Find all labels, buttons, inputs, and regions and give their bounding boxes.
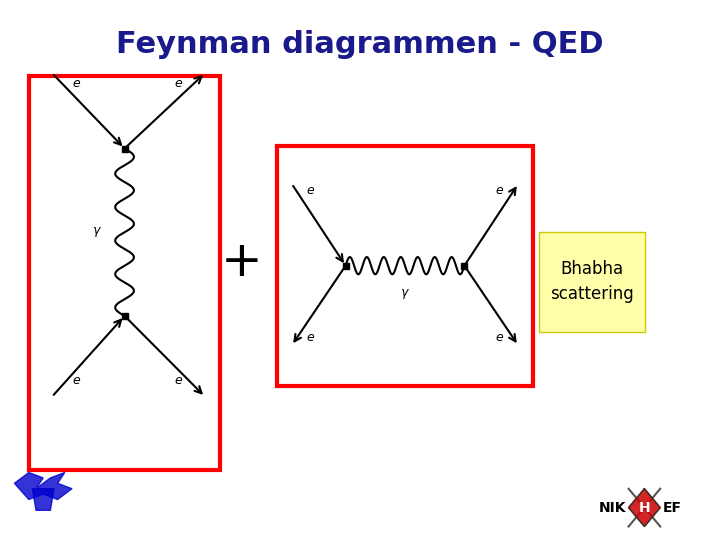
Text: $e$: $e$ — [174, 374, 183, 387]
Polygon shape — [629, 489, 660, 526]
Polygon shape — [32, 489, 54, 510]
Text: H: H — [639, 501, 650, 515]
Text: $e$: $e$ — [495, 184, 504, 197]
Text: $e$: $e$ — [307, 184, 315, 197]
Text: NIK: NIK — [599, 501, 626, 515]
Text: $e$: $e$ — [495, 331, 504, 344]
Bar — [539, 232, 645, 332]
Bar — [29, 76, 220, 470]
Text: Feynman diagrammen - QED: Feynman diagrammen - QED — [116, 30, 604, 59]
Text: $\gamma$: $\gamma$ — [400, 287, 410, 301]
Text: $e$: $e$ — [73, 374, 81, 387]
Text: EF: EF — [662, 501, 681, 515]
Text: $e$: $e$ — [174, 77, 183, 90]
Bar — [277, 146, 533, 386]
Polygon shape — [14, 472, 72, 500]
Text: +: + — [220, 238, 262, 286]
Text: $e$: $e$ — [73, 77, 81, 90]
Text: $e$: $e$ — [307, 331, 315, 344]
Text: Bhabha
scattering: Bhabha scattering — [550, 260, 634, 303]
Text: $\gamma$: $\gamma$ — [92, 225, 102, 239]
